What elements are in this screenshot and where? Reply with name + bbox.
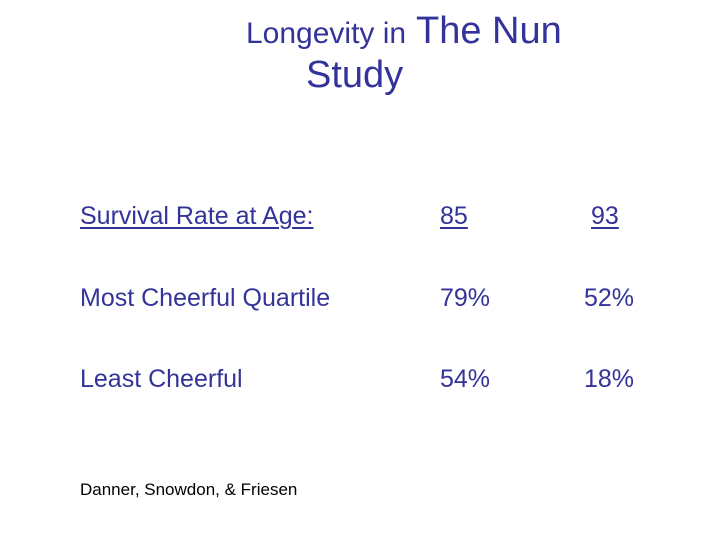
row-least-cheerful-85: 54% <box>440 365 491 393</box>
title-part-2: The Nun <box>406 10 562 52</box>
header-age-85: 85 <box>440 202 468 230</box>
title-line-2: Study <box>306 54 404 96</box>
title-part-1: Longevity in <box>246 17 407 50</box>
row-most-cheerful-93: 52% <box>584 284 635 312</box>
citation: Danner, Snowdon, & Friesen <box>80 480 298 499</box>
header-label: Survival Rate at Age: <box>80 202 314 230</box>
row-label-least-cheerful: Least Cheerful <box>80 365 243 393</box>
header-age-93: 93 <box>591 202 619 230</box>
row-most-cheerful-85: 79% <box>440 284 491 312</box>
page-title: Longevity in The Nun <box>246 12 562 50</box>
row-label-most-cheerful: Most Cheerful Quartile <box>80 284 331 312</box>
row-least-cheerful-93: 18% <box>584 365 635 393</box>
